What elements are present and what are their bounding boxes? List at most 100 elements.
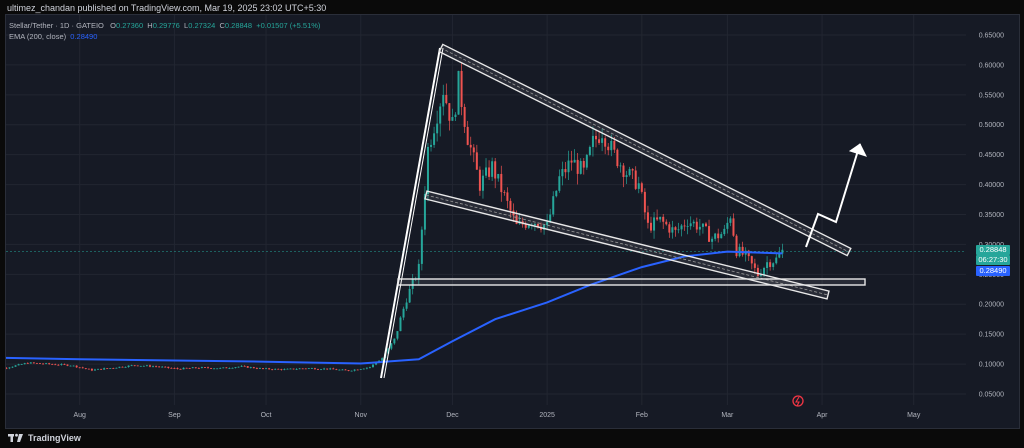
- candle-body: [277, 368, 280, 370]
- candle-body: [558, 176, 561, 191]
- candle-body: [158, 366, 161, 368]
- y-tick-label: 0.10000: [979, 362, 1004, 369]
- candle-body: [106, 368, 109, 370]
- candle-body: [274, 368, 277, 370]
- candle-body: [320, 369, 323, 371]
- candle-body: [301, 368, 304, 370]
- candle-body: [179, 368, 182, 370]
- upper-trendline-band: [438, 43, 852, 257]
- candle-body: [472, 147, 475, 153]
- candle-body: [298, 368, 301, 370]
- y-tick-label: 0.60000: [979, 62, 1004, 69]
- candle-body: [741, 246, 744, 255]
- candle-body: [454, 114, 457, 118]
- candle-body: [646, 212, 649, 223]
- candle-body: [20, 364, 23, 365]
- candle-body: [155, 366, 158, 368]
- ema-label: EMA (200, close): [9, 32, 67, 41]
- candle-body: [582, 161, 585, 168]
- tradingview-brand: TradingView: [28, 433, 81, 443]
- candle-body: [616, 149, 619, 167]
- candle-body: [426, 146, 429, 194]
- candle-body: [591, 135, 594, 147]
- candle-body: [255, 368, 258, 369]
- price-chart[interactable]: 0.050000.100000.150000.200000.250000.300…: [6, 15, 1020, 429]
- candle-body: [161, 366, 164, 368]
- flagpole-line-left: [380, 47, 441, 379]
- candle-body: [90, 368, 93, 371]
- candle-body: [576, 159, 579, 174]
- close-label: C: [219, 21, 225, 30]
- flagpole-line-right: [383, 47, 444, 379]
- candle-body: [60, 364, 63, 365]
- candle-body: [683, 225, 686, 227]
- candle-body: [625, 175, 628, 178]
- candle-body: [478, 169, 481, 191]
- y-tick-label: 0.40000: [979, 182, 1004, 189]
- candle-body: [72, 365, 75, 367]
- candle-body: [371, 364, 374, 368]
- candle-body: [307, 368, 310, 370]
- candle-body: [170, 367, 173, 369]
- publish-info: ultimez_chandan published on TradingView…: [7, 3, 327, 13]
- candle-body: [173, 368, 176, 369]
- candle-body: [228, 368, 231, 369]
- candle-body: [781, 249, 784, 254]
- tradingview-logo-icon: [8, 433, 23, 442]
- candle-body: [295, 368, 298, 370]
- candle-body: [32, 362, 35, 364]
- candle-body: [552, 196, 555, 215]
- candle-body: [567, 160, 570, 173]
- upper-trendline-band-midline: [440, 47, 850, 253]
- candle-body: [604, 138, 607, 147]
- ema-legend-value: 0.28490: [70, 32, 98, 41]
- candle-body: [231, 367, 234, 369]
- symbol-label: Stellar/Tether · 1D · GATEIO: [9, 21, 104, 30]
- candle-body: [292, 368, 295, 370]
- candle-body: [546, 221, 549, 226]
- candle-body: [234, 367, 237, 368]
- candle-body: [729, 218, 732, 223]
- candle-body: [29, 362, 32, 364]
- chart-area[interactable]: 0.050000.100000.150000.200000.250000.300…: [5, 14, 1020, 429]
- candle-body: [262, 368, 265, 369]
- symbol-legend: Stellar/Tether · 1D · GATEIO O0.27360 H0…: [9, 21, 320, 30]
- low-label: L: [184, 21, 189, 30]
- candle-body: [103, 368, 106, 370]
- candle-body: [598, 139, 601, 143]
- candle-body: [772, 263, 775, 267]
- candle-body: [112, 368, 115, 369]
- candle-body: [365, 367, 368, 369]
- high-label: H: [147, 21, 153, 30]
- candle-body: [57, 364, 60, 366]
- candle-body: [494, 161, 497, 179]
- candle-body: [240, 365, 243, 367]
- candle-body: [506, 192, 509, 201]
- candle-body: [51, 364, 54, 365]
- candle-body: [390, 343, 393, 349]
- candle-body: [533, 223, 536, 226]
- low-value: 0.27324: [188, 21, 216, 30]
- candle-body: [637, 183, 640, 189]
- y-tick-label: 0.65000: [979, 33, 1004, 40]
- candle-body: [17, 364, 20, 366]
- candle-body: [500, 173, 503, 193]
- candle-body: [265, 368, 268, 370]
- candle-body: [481, 175, 484, 191]
- y-tick-label: 0.15000: [979, 332, 1004, 339]
- candle-body: [249, 367, 252, 368]
- candle-body: [561, 169, 564, 177]
- x-tick-label: Oct: [261, 412, 272, 419]
- open-label: O: [110, 21, 116, 30]
- candle-body: [164, 366, 167, 368]
- candle-body: [81, 367, 84, 369]
- candle-body: [313, 368, 316, 370]
- candle-body: [775, 257, 778, 264]
- candle-body: [656, 217, 659, 220]
- candle-body: [26, 363, 29, 364]
- candle-body: [93, 369, 96, 371]
- candle-body: [497, 173, 500, 179]
- candle-body: [23, 363, 26, 365]
- candle-body: [640, 183, 643, 192]
- candle-body: [127, 365, 130, 367]
